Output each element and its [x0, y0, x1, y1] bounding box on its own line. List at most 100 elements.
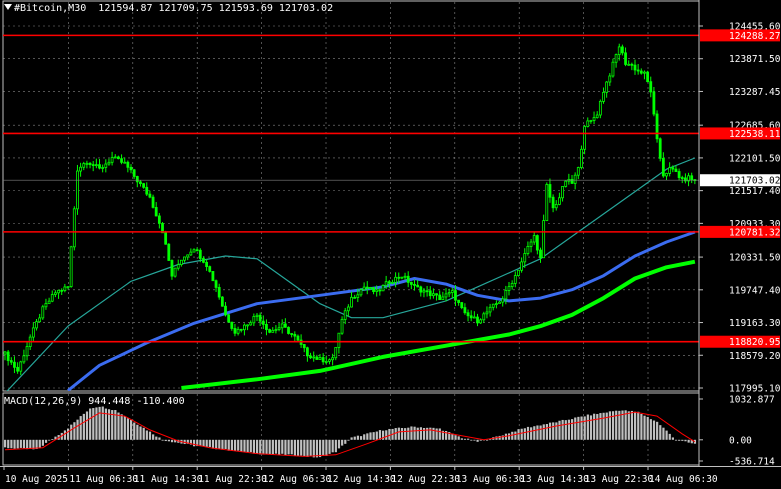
candle: [624, 47, 627, 67]
macd-histogram-bar: [32, 439, 35, 450]
macd-histogram-bar: [278, 439, 281, 455]
ma-fast-line: [6, 157, 696, 391]
candle: [91, 161, 95, 172]
candle: [113, 154, 117, 159]
candle: [450, 287, 454, 299]
macd-histogram-bar: [265, 439, 268, 454]
candle: [570, 174, 574, 184]
macd-histogram-bar: [35, 439, 38, 449]
candle: [47, 297, 51, 304]
candle: [539, 247, 542, 263]
candle: [391, 279, 394, 285]
candle: [202, 256, 205, 264]
candle: [271, 327, 275, 333]
candle: [517, 269, 520, 277]
macd-histogram-bar: [448, 432, 451, 440]
macd-histogram-bar: [230, 439, 233, 451]
candle: [621, 44, 624, 56]
price-level-tag: [700, 225, 780, 238]
candle: [41, 304, 45, 320]
macd-tick-label: -536.714: [729, 457, 775, 468]
macd-histogram-bar: [674, 439, 678, 441]
macd-histogram-bar: [363, 434, 366, 440]
macd-histogram-bar: [63, 430, 67, 440]
price-tick-label: 117995.10: [729, 384, 781, 395]
macd-histogram-bar: [85, 411, 89, 440]
macd-histogram-bar: [473, 439, 476, 441]
macd-histogram-bar: [123, 416, 126, 440]
macd-histogram-bar: [489, 439, 492, 441]
candle: [139, 179, 142, 187]
macd-histogram-bar: [548, 422, 552, 440]
candle: [485, 306, 489, 319]
candle: [265, 319, 268, 336]
candle: [551, 194, 555, 213]
price-level-label: 120781.32: [729, 227, 780, 238]
macd-histogram-bar: [627, 411, 630, 440]
candle: [117, 155, 120, 160]
candle: [312, 351, 316, 362]
candle: [79, 162, 82, 177]
macd-histogram-bar: [586, 414, 589, 440]
candle: [406, 271, 410, 288]
candle: [469, 310, 473, 322]
macd-histogram-bar: [155, 436, 158, 440]
candle: [205, 259, 209, 271]
candle: [580, 145, 583, 170]
candle: [154, 202, 158, 217]
candle: [602, 87, 605, 104]
macd-histogram-bar: [205, 439, 208, 447]
macd-histogram-bar: [580, 416, 583, 440]
candle: [413, 279, 416, 291]
candle: [409, 281, 413, 290]
macd-histogram-bar: [117, 412, 120, 440]
macd-histogram-bar: [508, 433, 511, 440]
candle: [296, 334, 300, 343]
price-tick-label: 122101.50: [729, 153, 781, 164]
candle: [120, 154, 123, 165]
candle: [44, 298, 48, 310]
candle: [529, 238, 533, 253]
macd-histogram-bar: [485, 439, 489, 441]
macd-histogram-bar: [593, 413, 596, 440]
price-tick-label: 120331.50: [729, 253, 781, 264]
candle: [192, 248, 196, 253]
candle: [611, 58, 615, 78]
macd-histogram-bar: [571, 419, 574, 440]
price-tick-label: 120933.30: [729, 219, 781, 230]
candle: [472, 311, 476, 319]
price-tick-label: 119747.40: [729, 285, 781, 296]
macd-histogram-bar: [681, 439, 684, 441]
macd-histogram-bar: [577, 416, 580, 440]
symbol-info: #Bitcoin,M30 121594.87 121709.75 121593.…: [4, 3, 333, 14]
macd-histogram-bar: [369, 432, 372, 440]
macd-histogram-bar: [375, 431, 378, 440]
candle: [186, 254, 190, 261]
macd-histogram-bar: [26, 439, 29, 450]
candle: [104, 159, 108, 173]
macd-histogram-bar: [347, 439, 350, 441]
candle: [491, 303, 495, 311]
candle: [69, 245, 73, 288]
candle: [129, 164, 133, 174]
macd-histogram-bar: [476, 439, 479, 442]
macd-histogram-bar: [394, 428, 397, 440]
macd-histogram-bar: [514, 431, 517, 440]
candle: [545, 182, 549, 222]
dropdown-arrow-icon[interactable]: [4, 4, 12, 10]
candle: [394, 272, 398, 288]
candle: [454, 285, 457, 307]
candle: [633, 59, 637, 75]
macd-histogram-bar: [608, 411, 611, 440]
macd-histogram-bar: [441, 430, 445, 440]
candle: [378, 288, 382, 296]
macd-histogram-bar: [233, 439, 237, 451]
macd-histogram-bar: [621, 410, 624, 440]
macd-histogram-bar: [602, 412, 605, 440]
candle: [526, 241, 530, 256]
candle: [690, 172, 694, 184]
macd-histogram-bar: [652, 420, 656, 440]
macd-histogram-bar: [139, 426, 142, 440]
candle: [435, 293, 438, 301]
